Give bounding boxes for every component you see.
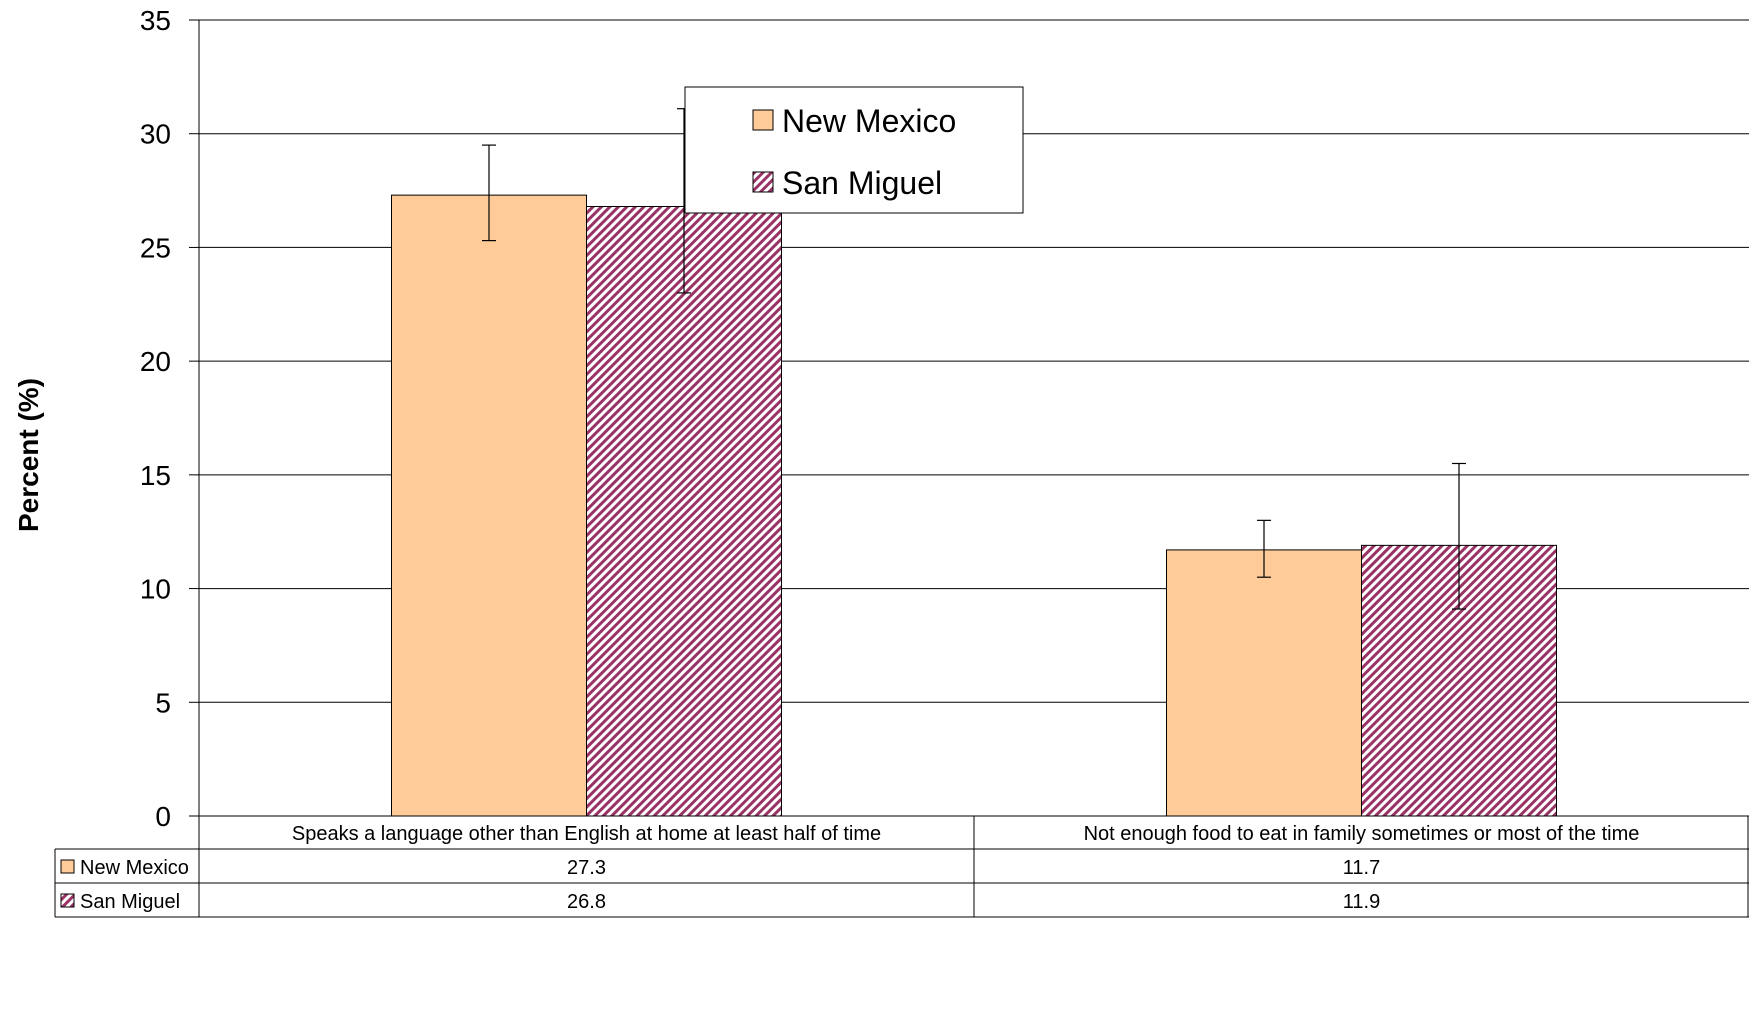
bar-new-mexico — [391, 194, 587, 817]
data-table: Speaks a language other than English at … — [54, 815, 1749, 918]
table-value: 11.7 — [1343, 857, 1380, 879]
legend-box — [684, 86, 1024, 214]
x-category-label: Speaks a language other than English at … — [292, 823, 881, 845]
legend: New Mexico San Miguel — [684, 86, 1024, 214]
legend-label: San Miguel — [782, 165, 942, 201]
y-tick-label: 0 — [155, 801, 171, 832]
bar-san-miguel — [586, 205, 782, 817]
y-tick-label: 10 — [140, 574, 171, 605]
legend-swatch-san-miguel — [752, 171, 774, 193]
error-bars — [482, 108, 1466, 610]
bar-new-mexico — [1166, 549, 1362, 817]
y-tick-label: 5 — [155, 687, 171, 718]
table-value: 27.3 — [567, 857, 606, 879]
table-swatch-san-miguel — [60, 893, 75, 908]
x-category-label: Not enough food to eat in family sometim… — [1084, 823, 1640, 845]
y-axis-title: Percent (%) — [13, 378, 44, 532]
y-tick-label: 25 — [140, 232, 171, 263]
y-tick-label: 15 — [140, 460, 171, 491]
table-series-label: San Miguel — [80, 891, 180, 913]
y-tick-label: 20 — [140, 346, 171, 377]
y-tick-label: 30 — [140, 119, 171, 150]
table-value: 11.9 — [1343, 891, 1380, 913]
table-series-label: New Mexico — [80, 857, 189, 879]
table-swatch-new-mexico — [60, 859, 75, 874]
legend-label: New Mexico — [782, 103, 956, 139]
y-axis: 0 5 10 15 20 25 30 35 — [140, 5, 200, 832]
y-tick-label: 35 — [140, 5, 171, 36]
bars — [391, 194, 1557, 817]
legend-swatch-new-mexico — [752, 109, 774, 131]
table-value: 26.8 — [567, 891, 606, 913]
